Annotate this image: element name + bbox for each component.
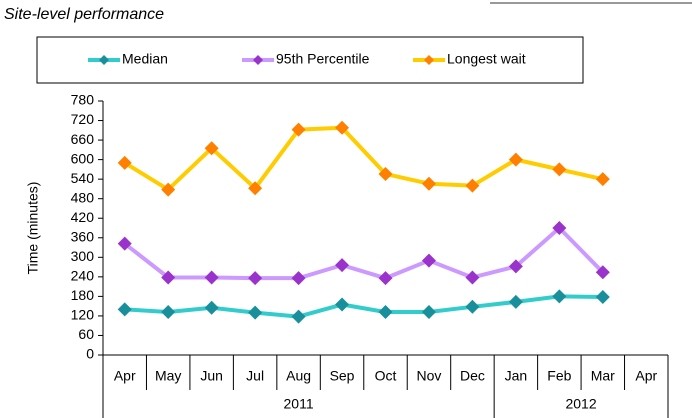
x-tick-label: Sep [330,368,355,384]
x-group-label: 2011 [284,396,314,412]
series-marker [248,271,263,286]
series-marker [508,152,523,167]
series-marker [248,181,263,196]
series-marker [552,162,567,177]
series-marker [378,305,393,320]
y-tick-label: 540 [71,170,95,186]
y-tick-label: 60 [78,326,94,342]
series-marker [378,271,393,286]
series-marker [117,302,132,317]
x-tick-label: Oct [375,368,397,384]
x-tick-label: Nov [417,368,442,384]
series-marker [552,289,567,304]
series-marker [204,270,219,285]
series-marker [378,166,393,181]
series-marker [248,305,263,320]
x-tick-label: Jun [200,368,223,384]
series-marker [117,155,132,170]
legend-marker [424,55,434,65]
x-tick-label: Feb [547,368,571,384]
x-tick-label: May [155,368,181,384]
y-tick-label: 240 [71,268,95,284]
series-marker [508,294,523,309]
x-tick-label: Jul [246,368,264,384]
series-marker [291,122,306,137]
series-line [123,226,605,281]
series-line [124,294,603,319]
x-tick-label: Apr [635,368,657,384]
y-tick-label: 480 [71,189,95,205]
series-marker [508,259,523,274]
x-tick-label: Dec [460,368,485,384]
y-axis-label: Time (minutes) [25,182,41,275]
x-tick-label: Apr [114,368,136,384]
series-marker [465,299,480,314]
x-tick-label: Jan [505,368,528,384]
y-tick-label: 300 [71,248,95,264]
series-marker [335,297,350,312]
legend-marker [253,55,263,65]
series-marker [421,305,436,320]
legend-box [36,36,584,84]
y-tick-label: 120 [71,307,95,323]
series-marker [204,141,219,156]
x-tick-label: Mar [591,368,615,384]
series-marker [335,258,350,273]
series-marker [291,271,306,286]
y-tick-label: 180 [71,287,95,303]
series-marker [595,172,610,187]
series-marker [465,178,480,193]
series-line [123,125,604,192]
y-tick-label: 720 [71,111,95,127]
chart-title: Site-level performance [4,6,164,23]
series-marker [595,265,610,280]
series-marker [465,270,480,285]
series-marker [291,309,306,324]
series-marker [204,300,219,315]
x-tick-label: Aug [286,368,311,384]
series-marker [421,253,436,268]
series-marker [552,221,567,235]
y-tick-label: 660 [71,131,95,147]
y-tick-label: 780 [71,92,95,108]
series-marker [161,182,176,197]
x-group-label: 2012 [565,396,596,412]
series-marker [595,290,610,305]
legend-marker [99,55,109,65]
y-tick-label: 600 [71,150,95,166]
series-marker [161,305,176,320]
series-marker [335,120,350,135]
series-marker [421,176,436,191]
legend-label: Longest wait [447,51,526,67]
legend-label: 95th Percentile [276,51,370,67]
series-marker [161,270,176,285]
legend-label: Median [122,51,168,67]
y-tick-label: 0 [86,346,94,362]
y-tick-label: 360 [71,228,95,244]
series-marker [117,236,132,251]
y-tick-label: 420 [71,209,95,225]
